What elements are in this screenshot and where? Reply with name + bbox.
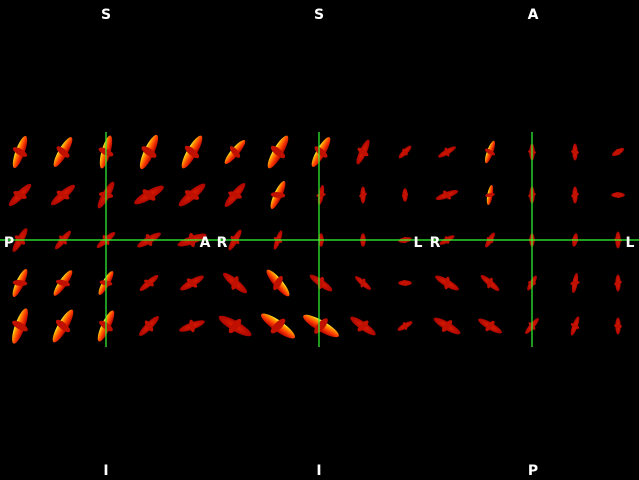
odf-glyph bbox=[397, 321, 413, 331]
sagittal-top-label: S bbox=[101, 7, 111, 23]
odf-glyph bbox=[180, 275, 204, 291]
odf-glyph bbox=[267, 135, 289, 169]
odf-glyph bbox=[435, 189, 459, 201]
odf-glyph bbox=[311, 137, 331, 167]
odf-glyph bbox=[223, 272, 247, 294]
axial-bottom-label: P bbox=[528, 463, 538, 479]
odf-glyph bbox=[398, 279, 412, 287]
odf-glyph bbox=[359, 186, 367, 204]
odf-glyph bbox=[134, 185, 164, 205]
sagittal-left-label: P bbox=[4, 235, 14, 251]
odf-glyph bbox=[12, 269, 28, 297]
axial-right-label: L bbox=[626, 235, 635, 251]
odf-glyph bbox=[401, 188, 409, 202]
odf-glyph bbox=[261, 313, 295, 339]
odf-glyph bbox=[570, 316, 580, 336]
odf-glyph bbox=[303, 314, 339, 338]
odf-glyph bbox=[270, 181, 286, 209]
odf-glyph bbox=[139, 274, 159, 292]
axial-top-label: A bbox=[528, 7, 539, 23]
sagittal-right-label: A bbox=[200, 235, 211, 251]
odf-glyph bbox=[350, 316, 376, 336]
sagittal-bottom-label: I bbox=[103, 463, 108, 479]
odf-glyph bbox=[224, 140, 246, 164]
odf-glyph bbox=[614, 274, 622, 292]
coronal-right-label: L bbox=[414, 235, 423, 251]
odf-glyph bbox=[438, 146, 456, 158]
axial-left-label: R bbox=[430, 235, 441, 251]
odf-glyph bbox=[139, 134, 159, 170]
odf-glyph bbox=[571, 143, 579, 161]
coronal-top-label: S bbox=[314, 7, 324, 23]
odf-glyph bbox=[181, 135, 203, 169]
odf-glyph bbox=[611, 191, 625, 199]
odf-glyph bbox=[398, 145, 412, 159]
odf-glyph bbox=[53, 137, 73, 167]
odf-glyph bbox=[224, 183, 246, 207]
odf-glyph bbox=[485, 184, 495, 206]
odf-glyph bbox=[53, 270, 73, 296]
odf-glyph bbox=[12, 135, 28, 169]
odf-glyph bbox=[435, 275, 459, 291]
odf-glyph bbox=[571, 186, 579, 204]
odf-glyph bbox=[52, 309, 74, 343]
odf-glyph bbox=[139, 316, 159, 336]
odf-glyph bbox=[8, 183, 32, 207]
odf-glyph bbox=[356, 139, 370, 165]
odf-glyph bbox=[354, 276, 372, 290]
odf-glyph bbox=[433, 317, 461, 335]
odf-glyph bbox=[179, 319, 205, 333]
odf-glyph bbox=[614, 317, 622, 335]
odf-glyph bbox=[266, 269, 290, 297]
odf-glyph bbox=[611, 147, 625, 157]
odf-glyph bbox=[51, 184, 75, 206]
odf-glyph bbox=[218, 315, 252, 337]
odf-glyph bbox=[178, 183, 206, 207]
coronal-left-label: R bbox=[217, 235, 228, 251]
odf-glyph bbox=[570, 272, 580, 294]
odf-glyph bbox=[480, 274, 500, 292]
odf-glyph bbox=[12, 308, 28, 344]
odf-glyph bbox=[484, 140, 496, 164]
odf-glyph bbox=[478, 318, 502, 334]
coronal-bottom-label: I bbox=[316, 463, 321, 479]
